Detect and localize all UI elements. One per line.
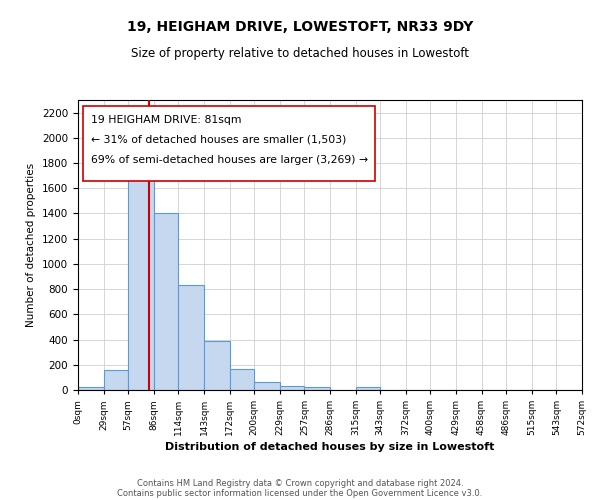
Bar: [204, 341, 230, 390]
Bar: [128, 176, 154, 390]
X-axis label: Distribution of detached houses by size in Lowestoft: Distribution of detached houses by size …: [166, 442, 494, 452]
Text: Contains HM Land Registry data © Crown copyright and database right 2024.: Contains HM Land Registry data © Crown c…: [137, 478, 463, 488]
Text: Contains public sector information licensed under the Open Government Licence v3: Contains public sector information licen…: [118, 488, 482, 498]
Bar: [280, 386, 304, 390]
Bar: [356, 388, 380, 390]
Text: ← 31% of detached houses are smaller (1,503): ← 31% of detached houses are smaller (1,…: [91, 135, 346, 145]
Bar: [230, 369, 254, 390]
Bar: [104, 370, 128, 390]
Text: 19, HEIGHAM DRIVE, LOWESTOFT, NR33 9DY: 19, HEIGHAM DRIVE, LOWESTOFT, NR33 9DY: [127, 20, 473, 34]
Bar: [254, 382, 280, 390]
Bar: [154, 214, 178, 390]
Y-axis label: Number of detached properties: Number of detached properties: [26, 163, 37, 327]
FancyBboxPatch shape: [83, 106, 376, 181]
Text: 19 HEIGHAM DRIVE: 81sqm: 19 HEIGHAM DRIVE: 81sqm: [91, 114, 241, 124]
Text: 69% of semi-detached houses are larger (3,269) →: 69% of semi-detached houses are larger (…: [91, 155, 368, 165]
Text: Size of property relative to detached houses in Lowestoft: Size of property relative to detached ho…: [131, 48, 469, 60]
Bar: [304, 387, 330, 390]
Bar: [78, 388, 104, 390]
Bar: [178, 286, 204, 390]
